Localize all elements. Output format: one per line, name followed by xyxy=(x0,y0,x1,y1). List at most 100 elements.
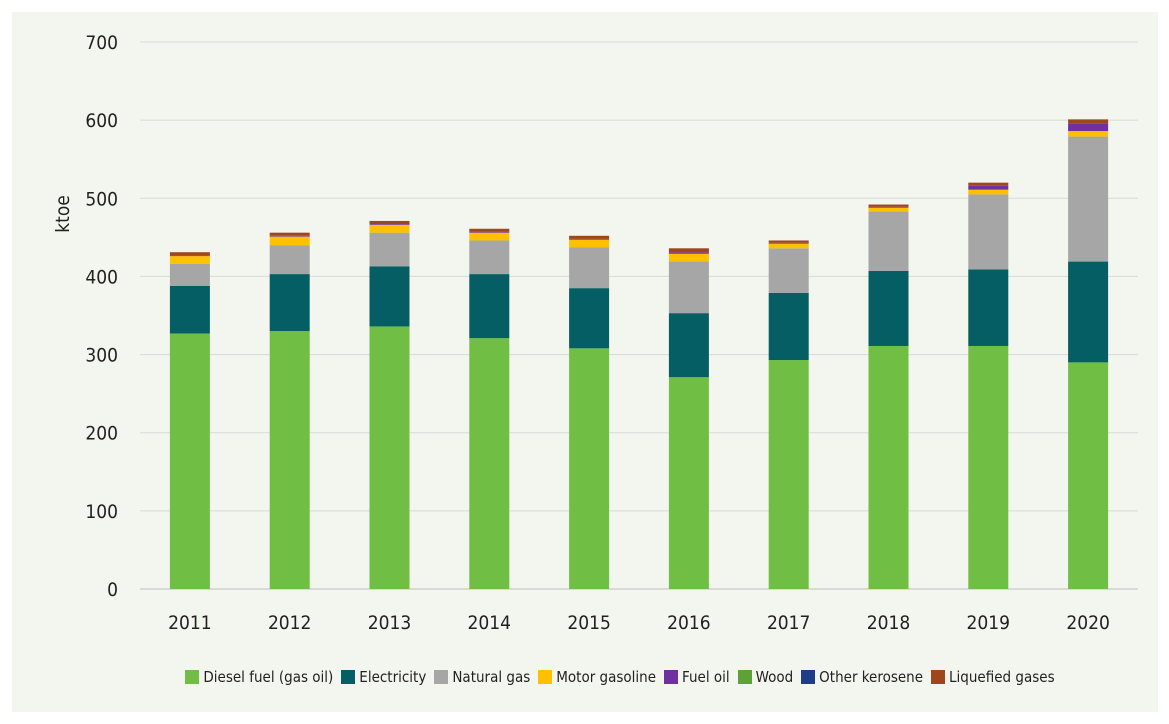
legend-item: Motor gasoline xyxy=(538,668,656,686)
legend-item: Diesel fuel (gas oil) xyxy=(185,668,333,686)
x-tick-label: 2019 xyxy=(967,612,1011,634)
bar-segment xyxy=(569,288,610,349)
bar-segment xyxy=(668,377,709,589)
bar-segment xyxy=(369,224,410,233)
x-tick-label: 2018 xyxy=(867,612,911,634)
bar-segment xyxy=(1068,131,1109,137)
bar-segment xyxy=(768,240,809,243)
legend-swatch xyxy=(341,670,356,684)
bar-segment xyxy=(868,270,909,346)
x-tick-label: 2015 xyxy=(567,612,611,634)
legend-item: Fuel oil xyxy=(664,668,730,686)
stacked-bar-chart: 0 100 200 300 400 500 600 700 ktoe 2011 2012 2013… xyxy=(52,32,1138,634)
legend-swatch xyxy=(664,670,679,684)
bar-segment xyxy=(668,248,709,253)
y-axis-tick-labels: 0 100 200 300 400 500 600 700 xyxy=(85,32,118,601)
y-tick-label: 300 xyxy=(85,345,118,367)
bar-segment xyxy=(369,266,410,327)
bar-segment xyxy=(469,228,510,232)
bar-segment xyxy=(169,256,210,264)
bar-segment xyxy=(269,274,310,332)
x-tick-label: 2013 xyxy=(368,612,412,634)
bar-segment xyxy=(169,285,210,334)
bar-segment xyxy=(1068,123,1109,132)
bar-segment xyxy=(668,261,709,314)
y-tick-label: 200 xyxy=(85,423,118,445)
legend-label: Other kerosene xyxy=(819,668,924,686)
legend-item: Liquefied gases xyxy=(931,668,1055,686)
bar-segment xyxy=(569,348,610,589)
bar-segment xyxy=(369,224,410,225)
legend-label: Motor gasoline xyxy=(556,668,657,686)
bar-segment xyxy=(868,207,909,212)
legend-label: Wood xyxy=(755,668,794,686)
bar-segment xyxy=(169,255,210,257)
bar-segment xyxy=(768,292,809,361)
legend-swatch xyxy=(434,670,449,684)
legend-label: Natural gas xyxy=(452,668,531,686)
x-tick-label: 2017 xyxy=(767,612,811,634)
bar-segment xyxy=(968,185,1009,190)
x-tick-label: 2012 xyxy=(268,612,312,634)
chart-panel: 0 100 200 300 400 500 600 700 ktoe 2011 2012 2013… xyxy=(12,12,1158,712)
bar-segment xyxy=(369,232,410,267)
bar-segment xyxy=(968,182,1009,186)
bar-segment xyxy=(469,232,510,241)
bar-segment xyxy=(269,235,310,237)
bar-segment xyxy=(768,242,809,244)
bar-segment xyxy=(968,189,1009,195)
bar-segment xyxy=(169,252,210,256)
bar-segment xyxy=(269,232,310,236)
bar-segment xyxy=(469,240,510,275)
legend-item: Electricity xyxy=(341,668,426,686)
legend-swatch xyxy=(931,670,946,684)
bar-segment xyxy=(469,231,510,233)
bar-segment xyxy=(269,331,310,589)
bar-segment xyxy=(968,269,1009,346)
bar-segment xyxy=(469,338,510,589)
bar-segment xyxy=(868,345,909,589)
legend-item: Wood xyxy=(737,668,794,686)
legend-item: Other kerosene xyxy=(801,668,923,686)
x-tick-label: 2020 xyxy=(1066,612,1110,634)
legend-swatch xyxy=(185,670,200,684)
bar-segment xyxy=(169,263,210,286)
legend-label: Liquefied gases xyxy=(949,668,1055,686)
bar-segment xyxy=(868,206,909,208)
x-axis-tick-labels: 2011 2012 2013 2014 2015 2016 2017 2018 2019 2020 xyxy=(168,612,1110,634)
bar-segment xyxy=(169,333,210,589)
bar-segment xyxy=(269,245,310,275)
x-tick-label: 2014 xyxy=(468,612,512,634)
y-tick-label: 700 xyxy=(85,32,118,54)
bar-stacks xyxy=(169,119,1109,589)
bar-segment xyxy=(768,243,809,249)
bar-segment xyxy=(868,204,909,207)
bar-segment xyxy=(1068,136,1109,262)
y-tick-label: 500 xyxy=(85,188,118,210)
bar-segment xyxy=(1068,261,1109,363)
legend-label: Electricity xyxy=(359,668,427,686)
y-tick-label: 600 xyxy=(85,110,118,132)
bar-segment xyxy=(668,252,709,254)
bar-segment xyxy=(369,326,410,589)
bar-segment xyxy=(569,238,610,240)
x-tick-label: 2016 xyxy=(667,612,711,634)
bar-segment xyxy=(1068,119,1109,124)
bar-segment xyxy=(569,247,610,289)
legend-swatch xyxy=(801,670,816,684)
legend-label: Fuel oil xyxy=(682,668,730,686)
bar-segment xyxy=(968,194,1009,270)
bar-segment xyxy=(569,235,610,239)
bar-segment xyxy=(369,220,410,225)
legend-swatch xyxy=(538,670,553,684)
x-tick-label: 2011 xyxy=(168,612,212,634)
y-tick-label: 0 xyxy=(107,579,118,601)
legend-label: Diesel fuel (gas oil) xyxy=(203,668,334,686)
bar-segment xyxy=(968,345,1009,589)
bar-segment xyxy=(1068,362,1109,589)
bar-segment xyxy=(569,239,610,248)
bar-segment xyxy=(868,211,909,271)
bar-segment xyxy=(668,253,709,262)
y-tick-label: 400 xyxy=(85,266,118,288)
y-axis-label: ktoe xyxy=(52,195,74,233)
